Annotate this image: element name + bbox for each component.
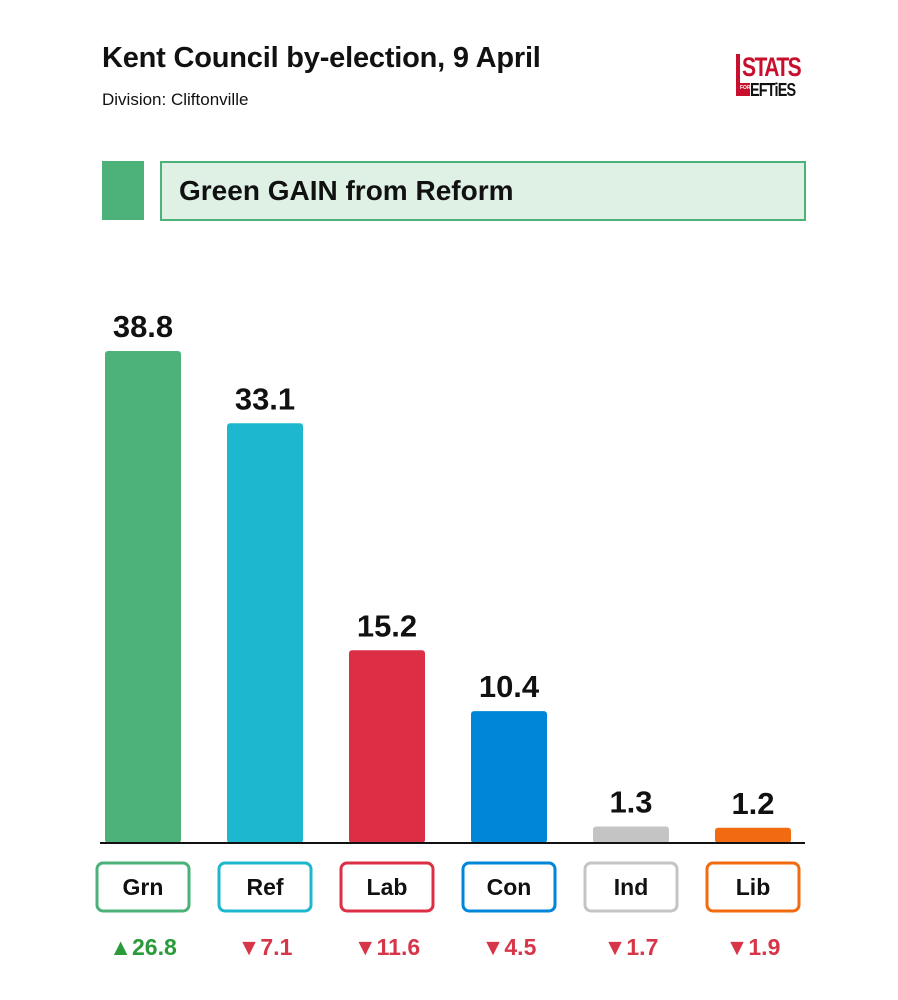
change-label-lib: ▼1.9	[726, 934, 781, 960]
bar-lab	[349, 650, 425, 843]
banner-accent-square	[102, 161, 144, 220]
category-label-ind: Ind	[614, 874, 649, 900]
logo-for-text: FOR	[740, 83, 751, 93]
bar-ref	[227, 423, 303, 843]
value-label-lib: 1.2	[731, 786, 774, 821]
change-label-ref: ▼7.1	[238, 934, 293, 960]
logo-stats-text: STATS	[742, 52, 802, 82]
change-label-ind: ▼1.7	[604, 934, 659, 960]
bar-grn	[105, 351, 181, 843]
category-box-ref	[217, 861, 313, 913]
category-box-lab	[339, 861, 435, 913]
result-banner-text: Green GAIN from Reform	[179, 175, 514, 206]
bar-con	[471, 711, 547, 843]
result-banner: Green GAIN from Reform	[160, 161, 806, 221]
category-label-con: Con	[487, 874, 532, 900]
category-label-grn: Grn	[123, 874, 164, 900]
change-label-lab: ▼11.6	[354, 934, 420, 960]
category-label-ref: Ref	[246, 874, 283, 900]
category-box-lib	[705, 861, 801, 913]
chart-subtitle: Division: Cliftonville	[102, 90, 249, 109]
category-box-ind	[583, 861, 679, 913]
stats-for-lefties-logo: STATS FOR EFTiES	[736, 52, 810, 102]
value-label-con: 10.4	[479, 669, 540, 704]
bar-ind	[593, 826, 669, 843]
category-label-lab: Lab	[367, 874, 408, 900]
chart-title: Kent Council by-election, 9 April	[102, 42, 541, 74]
value-label-lab: 15.2	[357, 608, 417, 643]
bar-lib	[715, 827, 791, 843]
category-box-grn	[95, 861, 191, 913]
logo-l-bar	[736, 54, 740, 96]
change-label-grn: ▲26.8	[109, 934, 177, 960]
logo-l-foot	[736, 92, 750, 96]
value-label-ind: 1.3	[609, 785, 652, 820]
category-box-con	[461, 861, 557, 913]
category-label-lib: Lib	[736, 874, 771, 900]
value-label-ref: 33.1	[235, 381, 295, 416]
change-label-con: ▼4.5	[482, 934, 537, 960]
logo-efties-text: EFTiES	[750, 80, 796, 100]
value-label-grn: 38.8	[113, 309, 173, 344]
